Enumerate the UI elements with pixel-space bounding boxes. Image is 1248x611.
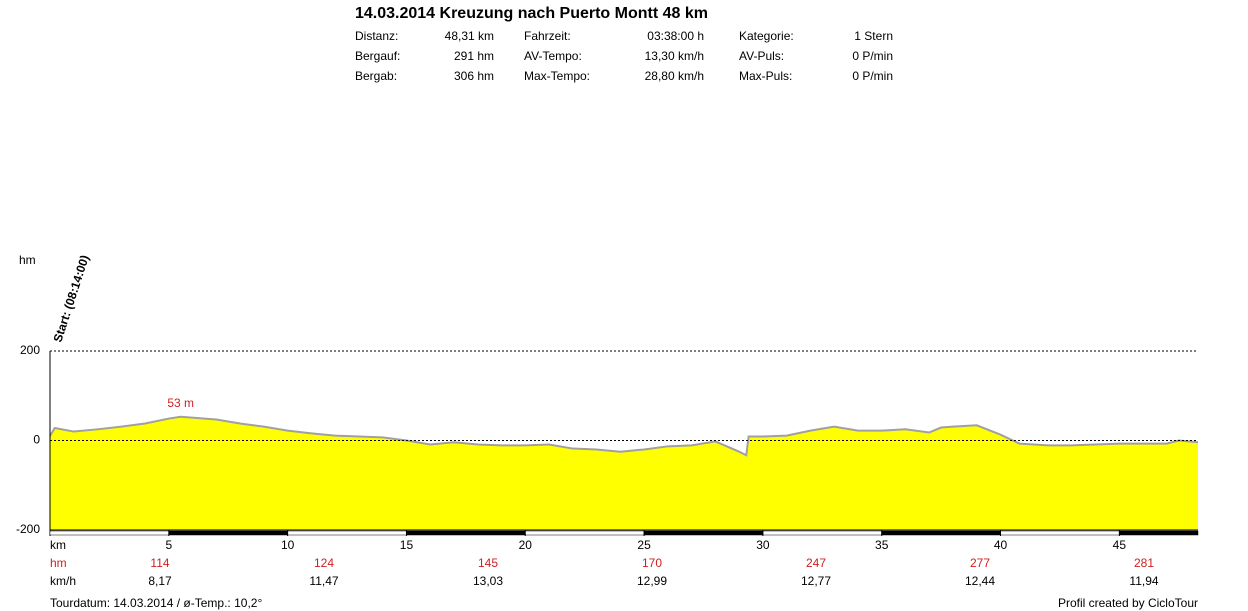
segment-hm: 124 — [314, 556, 334, 570]
stat-label: Max-Puls: — [739, 69, 792, 83]
x-tick-label: 40 — [994, 538, 1008, 552]
scale-segment — [406, 530, 526, 536]
segment-hm: 114 — [150, 556, 169, 570]
start-label: Start: (08:14:00) — [51, 253, 92, 344]
segment-speed: 11,94 — [1129, 574, 1158, 588]
scale-segment — [1119, 530, 1199, 536]
x-axis-label: km — [50, 538, 66, 552]
x-tick-label: 25 — [637, 538, 651, 552]
stat-value: 28,80 km/h — [645, 69, 704, 83]
stat-value: 291 hm — [454, 49, 494, 63]
chart-title: 14.03.2014 Kreuzung nach Puerto Montt 48… — [355, 5, 708, 22]
y-tick-label: 200 — [20, 343, 40, 357]
stat-label: AV-Tempo: — [524, 49, 582, 63]
segment-hm: 277 — [970, 556, 990, 570]
max-label: 53 m — [167, 396, 194, 410]
scale-segment — [525, 530, 645, 536]
segment-speed: 12,77 — [801, 574, 831, 588]
scale-segment — [643, 530, 764, 536]
x-tick-label: 30 — [756, 538, 770, 552]
scale-segment — [168, 530, 288, 536]
segment-speed: 11,47 — [309, 574, 338, 588]
scale-segment — [881, 530, 1001, 536]
x-tick-label: 45 — [1113, 538, 1127, 552]
x-tick-label: 5 — [165, 538, 172, 552]
scale-segment — [287, 530, 407, 536]
stat-label: Bergauf: — [355, 49, 400, 63]
stat-value: 306 hm — [454, 69, 494, 83]
stat-value: 1 Stern — [854, 29, 893, 43]
segment-hm: 170 — [642, 556, 662, 570]
hm-row-label: hm — [50, 556, 67, 570]
stat-label: Bergab: — [355, 69, 397, 83]
elevation-line — [49, 415, 1199, 457]
x-tick-label: 20 — [519, 538, 533, 552]
footer-right: Profil created by CicloTour — [1058, 596, 1198, 610]
stat-value: 03:38:00 h — [647, 29, 704, 43]
stat-value: 13,30 km/h — [645, 49, 704, 63]
speed-row-label: km/h — [50, 574, 76, 588]
stat-label: Fahrzeit: — [524, 29, 571, 43]
stat-label: Distanz: — [355, 29, 398, 43]
stat-label: Kategorie: — [739, 29, 794, 43]
segment-speed: 13,03 — [473, 574, 503, 588]
y-tick-label: -200 — [16, 522, 40, 536]
stat-label: Max-Tempo: — [524, 69, 590, 83]
segment-speed: 12,99 — [637, 574, 667, 588]
footer-left: Tourdatum: 14.03.2014 / ø-Temp.: 10,2° — [50, 596, 262, 610]
scale-segment — [762, 530, 882, 536]
x-tick-label: 10 — [281, 538, 295, 552]
area-fill — [50, 416, 1198, 530]
segment-hm: 247 — [806, 556, 826, 570]
y-axis-label: hm — [19, 253, 36, 267]
stat-value: 0 P/min — [852, 49, 893, 63]
segment-hm: 145 — [478, 556, 498, 570]
x-tick-label: 15 — [400, 538, 414, 552]
stat-value: 48,31 km — [445, 29, 494, 43]
stat-label: AV-Puls: — [739, 49, 784, 63]
y-tick-label: 0 — [33, 433, 40, 447]
scale-segment — [49, 530, 170, 536]
stat-value: 0 P/min — [852, 69, 893, 83]
scale-segment — [1000, 530, 1120, 536]
segment-speed: 8,17 — [148, 574, 172, 588]
segment-speed: 12,44 — [965, 574, 995, 588]
segment-hm: 281 — [1134, 556, 1154, 570]
x-tick-label: 35 — [875, 538, 889, 552]
